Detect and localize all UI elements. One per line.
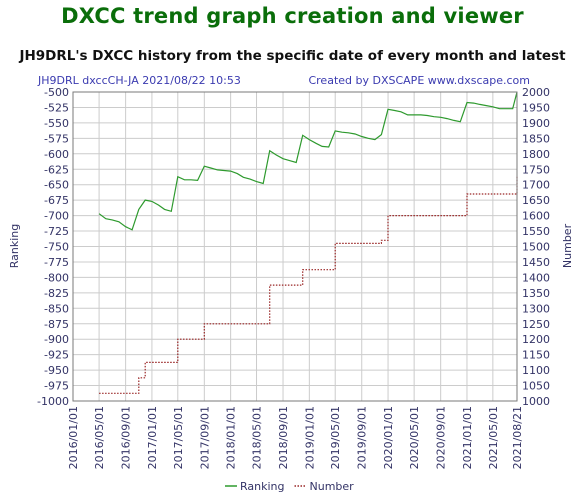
y-left-tick-label: -575 (44, 132, 69, 145)
grid-lines (72, 91, 518, 402)
y-right-tick-label: 1850 (522, 132, 550, 145)
y-left-tick-label: -800 (44, 271, 69, 284)
chart-subtitle: JH9DRL's DXCC history from the specific … (19, 48, 566, 64)
x-tick-label: 2018/05/01 (251, 406, 264, 469)
legend: Ranking Number (225, 480, 354, 493)
x-tick-label: 2017/09/01 (198, 406, 211, 469)
x-tick-label: 2016/05/01 (93, 406, 106, 469)
x-tick-label: 2020/05/01 (408, 406, 421, 469)
y-right-tick-label: 1000 (522, 395, 550, 408)
y-right-tick-label: 1250 (522, 318, 550, 331)
y-left-tick-label: -775 (44, 256, 69, 269)
y-right-tick-label: 1900 (522, 117, 550, 130)
x-tick-label: 2020/01/01 (382, 406, 395, 469)
y-left-tick-label: -725 (44, 225, 69, 238)
y-right-tick-label: 1700 (522, 179, 550, 192)
plot-border (72, 91, 518, 402)
y-left-tick-label: -650 (44, 179, 69, 192)
y-left-tick-label: -625 (44, 163, 69, 176)
x-tick-label: 2019/01/01 (303, 406, 316, 469)
y-right-tick-label: 1950 (522, 101, 550, 114)
x-tick-label: 2016/09/01 (120, 406, 133, 469)
y-right-tick-label: 2000 (522, 86, 550, 99)
y-right-tick-label: 1500 (522, 241, 550, 254)
y-right-tick-label: 1350 (522, 287, 550, 300)
chart-header-right: Created by DXSCAPE www.dxscape.com (308, 74, 530, 87)
x-tick-label: 2020/09/01 (435, 406, 448, 469)
chart-header-left: JH9DRL dxccCH-JA 2021/08/22 10:53 (37, 74, 241, 87)
y-right-tick-label: 1050 (522, 380, 550, 393)
series-lines (98, 91, 518, 394)
y-left-tick-label: -900 (44, 333, 69, 346)
y-right-tick-label: 1800 (522, 148, 550, 161)
x-tick-label: 2017/01/01 (146, 406, 159, 469)
x-tick-label: 2016/01/01 (67, 406, 80, 469)
y-left-tick-label: -700 (44, 210, 69, 223)
x-tick-label: 2021/08/21 (511, 406, 524, 469)
x-tick-label: 2021/05/01 (487, 406, 500, 469)
x-tick-label: 2018/09/01 (277, 406, 290, 469)
y-right-tick-label: 1750 (522, 163, 550, 176)
y-left-tick-label: -525 (44, 101, 69, 114)
y-axis-left-title: Ranking (8, 224, 21, 269)
y-right-tick-label: 1200 (522, 333, 550, 346)
y-left-tick-label: -950 (44, 364, 69, 377)
y-right-tick-label: 1400 (522, 271, 550, 284)
page-title: DXCC trend graph creation and viewer (61, 4, 524, 28)
legend-label-ranking: Ranking (240, 480, 285, 493)
y-left-tick-label: -500 (44, 86, 69, 99)
y-left-tick-label: -875 (44, 318, 69, 331)
y-left-tick-label: -750 (44, 241, 69, 254)
x-tick-label: 2017/05/01 (172, 406, 185, 469)
y-right-tick-label: 1650 (522, 194, 550, 207)
y-left-tick-label: -1000 (37, 395, 69, 408)
x-tick-label: 2019/09/01 (356, 406, 369, 469)
y-left-tick-label: -925 (44, 349, 69, 362)
y-right-tick-label: 1300 (522, 302, 550, 315)
x-tick-label: 2019/05/01 (329, 406, 342, 469)
x-tick-label: 2021/01/01 (461, 406, 474, 469)
y-right-tick-label: 1600 (522, 210, 550, 223)
series-line-ranking (98, 91, 518, 231)
series-line-number (99, 175, 518, 394)
y-left-tick-label: -975 (44, 380, 69, 393)
legend-label-number: Number (310, 480, 355, 493)
y-left-tick-label: -825 (44, 287, 69, 300)
y-left-tick-label: -550 (44, 117, 69, 130)
x-tick-label: 2018/01/01 (225, 406, 238, 469)
y-left-tick-label: -675 (44, 194, 69, 207)
axis-ticks: -500 -525 -550 -575 -600 -625 -650 -675 -700 -725… (37, 86, 550, 469)
y-right-tick-label: 1100 (522, 364, 550, 377)
y-left-tick-label: -850 (44, 302, 69, 315)
y-right-tick-label: 1450 (522, 256, 550, 269)
y-right-tick-label: 1550 (522, 225, 550, 238)
y-left-tick-label: -600 (44, 148, 69, 161)
y-axis-right-title: Number (561, 223, 574, 268)
y-right-tick-label: 1150 (522, 349, 550, 362)
